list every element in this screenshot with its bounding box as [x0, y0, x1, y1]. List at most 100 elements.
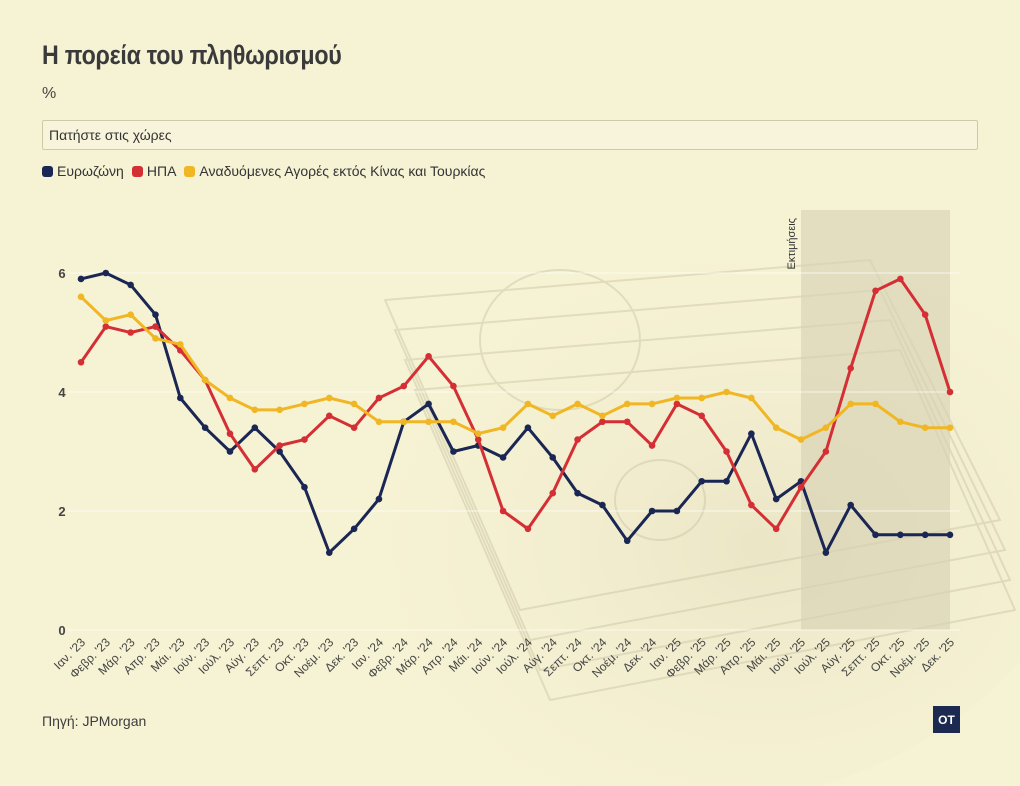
data-point [524, 424, 532, 432]
series-1 [77, 275, 954, 533]
y-tick-label: 6 [58, 266, 65, 281]
data-point [301, 436, 308, 443]
data-point [797, 483, 805, 491]
data-point [425, 400, 432, 408]
legend-item-emerging-markets[interactable]: Αναδυόμενες Αγορές εκτός Κίνας και Τουρκ… [184, 163, 485, 179]
data-point [474, 430, 482, 437]
data-point [822, 448, 830, 455]
data-point [822, 424, 830, 432]
data-point [350, 525, 358, 533]
data-point [152, 335, 159, 342]
data-point [872, 287, 879, 295]
data-point [748, 430, 755, 437]
data-point [226, 448, 234, 455]
legend-item-eurozone[interactable]: Ευρωζώνη [42, 163, 124, 179]
data-point [549, 489, 557, 497]
data-point [77, 275, 85, 283]
data-point [673, 394, 681, 402]
legend-swatch [42, 165, 53, 177]
data-point [152, 323, 159, 330]
source-note: Πηγή: JPMorgan [42, 713, 147, 729]
data-point [772, 525, 780, 533]
series-line [79, 277, 952, 531]
data-point [574, 400, 581, 408]
data-point [127, 281, 134, 289]
unit-label: % [42, 85, 57, 102]
legend-swatch [131, 165, 143, 177]
data-point [897, 531, 904, 539]
data-point [524, 525, 532, 533]
y-tick-label: 2 [58, 504, 65, 519]
legend-swatch [184, 165, 196, 177]
data-point [574, 489, 581, 497]
data-point [772, 424, 780, 432]
data-point [599, 501, 606, 509]
y-tick-label: 4 [58, 385, 66, 400]
data-point [921, 531, 929, 539]
data-point [201, 424, 209, 432]
legend-label: ΗΠΑ [146, 163, 177, 179]
data-point [623, 418, 631, 426]
data-point [499, 424, 507, 432]
data-point [325, 394, 333, 402]
data-point [872, 531, 879, 539]
data-point [350, 424, 358, 432]
data-point [325, 549, 333, 556]
data-point [400, 418, 408, 426]
data-point [623, 537, 631, 545]
data-point [226, 430, 234, 437]
data-point [623, 400, 631, 408]
data-point [847, 364, 854, 372]
data-point [499, 454, 507, 461]
data-point [276, 442, 283, 449]
data-point [102, 323, 110, 330]
data-point [599, 418, 606, 426]
data-point [723, 448, 730, 455]
data-point [400, 382, 408, 390]
data-point [127, 311, 134, 318]
data-point [772, 495, 780, 503]
data-point [946, 424, 954, 432]
data-point [77, 293, 85, 301]
series-2 [77, 293, 954, 443]
estimates-band [801, 210, 950, 630]
data-point [499, 507, 507, 515]
data-point [450, 418, 457, 426]
data-point [102, 269, 110, 277]
data-point [276, 406, 283, 414]
data-point [77, 358, 85, 366]
series-0 [77, 269, 954, 556]
data-point [102, 317, 110, 324]
legend-item-usa[interactable]: ΗΠΑ [131, 163, 177, 179]
data-point [425, 418, 432, 426]
data-point [723, 388, 730, 396]
data-point [673, 507, 681, 515]
data-point [251, 466, 259, 473]
data-point [698, 412, 706, 420]
data-point [301, 483, 308, 491]
data-point [450, 448, 457, 455]
data-point [897, 418, 904, 426]
data-point [921, 311, 929, 318]
data-point [648, 507, 656, 515]
data-point [847, 400, 854, 408]
data-point [450, 382, 457, 390]
series-line [79, 295, 950, 442]
data-point [350, 400, 358, 408]
y-tick-label: 0 [58, 623, 65, 638]
data-point [921, 424, 929, 432]
legend-label: Ευρωζώνη [57, 163, 124, 179]
country-search-input[interactable] [42, 120, 978, 150]
data-point [698, 394, 706, 402]
data-point [474, 436, 482, 443]
data-point [375, 418, 383, 426]
data-point [748, 394, 755, 402]
data-point [524, 400, 532, 408]
data-point [946, 388, 954, 396]
data-point [698, 477, 706, 485]
data-point [946, 531, 954, 539]
data-point [599, 412, 606, 420]
data-point [201, 376, 209, 384]
ot-logo: OT [933, 706, 960, 733]
data-point [673, 400, 681, 408]
